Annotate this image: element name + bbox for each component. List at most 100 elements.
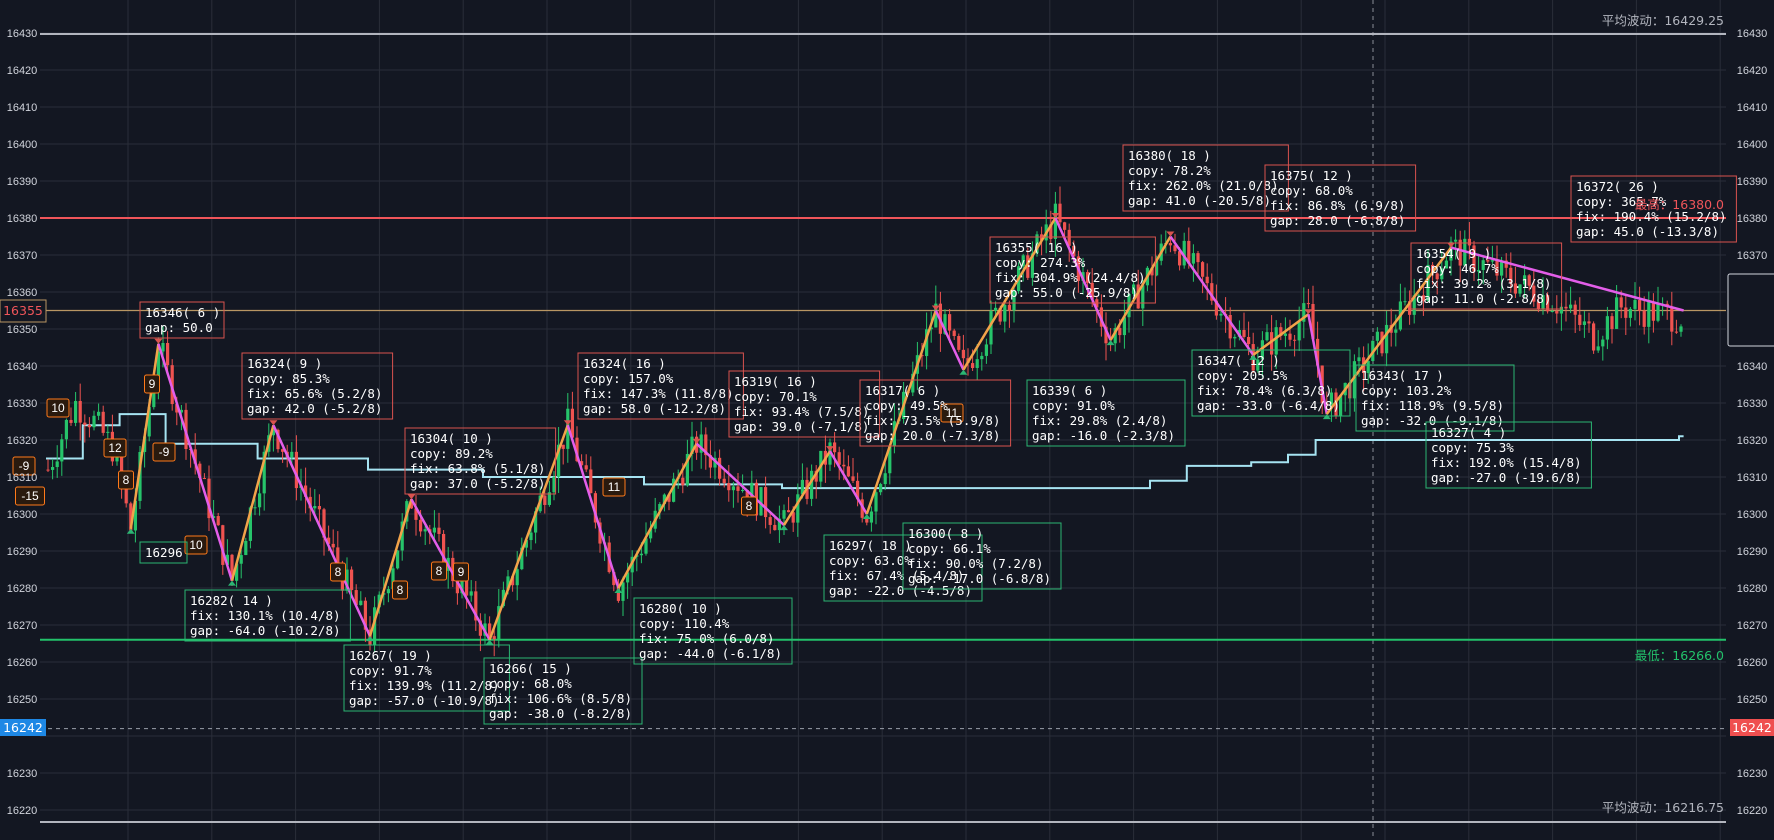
swing-leg-down <box>1450 246 1684 312</box>
swing-annotation-text: copy: 89.2% <box>410 446 493 461</box>
candle-body <box>1472 245 1476 272</box>
candle-body <box>1624 307 1628 318</box>
candle-body <box>1449 241 1453 261</box>
candle-body <box>1431 264 1435 274</box>
candle-body <box>1440 268 1444 280</box>
swing-annotation: 16282( 14 )fix: 130.1% (10.4/8)gap: -64.… <box>184 580 351 642</box>
swing-annotation-text: gap: -38.0 (-8.2/8) <box>489 706 632 721</box>
candle-body <box>1205 276 1209 284</box>
count-badge-label: 12 <box>108 441 122 455</box>
candle-body <box>1596 346 1600 351</box>
swing-annotation: 16280( 10 )copy: 110.4%fix: 75.0% (6.0/8… <box>614 588 793 665</box>
candle-body <box>787 510 791 513</box>
candle-body <box>492 636 496 640</box>
candle-body <box>580 461 584 466</box>
swing-marker <box>485 639 494 645</box>
count-badge-box <box>118 470 134 490</box>
swing-annotation-text: 16324( 9 ) <box>247 356 322 371</box>
candle-body <box>998 307 1002 322</box>
swing-marker <box>862 514 871 519</box>
swing-annotation-text: fix: 29.8% (2.4/8) <box>1032 413 1167 428</box>
count-badge-label: -9 <box>159 445 170 459</box>
candle-body <box>842 464 846 467</box>
candle-body <box>1302 303 1306 322</box>
swing-annotation-box <box>1355 364 1515 432</box>
candle-body <box>736 486 740 491</box>
count-badge-box <box>144 374 160 394</box>
candle-body <box>460 580 464 594</box>
count-badge-box <box>392 580 408 600</box>
candle-body <box>1541 295 1545 310</box>
swing-annotation-box <box>902 522 1062 590</box>
candle-body <box>1173 245 1177 252</box>
swing-annotation-text: copy: 63.0% <box>829 553 912 568</box>
y-tick-left: 16290 <box>7 546 38 558</box>
candle-body <box>55 461 59 468</box>
candle-body <box>101 411 105 433</box>
swing-annotation-text: copy: 46.7% <box>1416 261 1499 276</box>
candle-body <box>1270 332 1274 355</box>
candle-body <box>69 419 73 423</box>
swing-annotation-text: 16343( 17 ) <box>1361 368 1444 383</box>
candle-body <box>1615 297 1619 329</box>
swing-annotation-box <box>1425 421 1592 489</box>
swing-annotation-box <box>139 541 188 564</box>
candle-body <box>350 569 354 591</box>
swing-annotation-text: gap: 45.0 (-13.3/8) <box>1576 224 1719 239</box>
swing-annotation-text: gap: 37.0 (-5.2/8) <box>410 476 545 491</box>
swing-annotation-text: 16319( 16 ) <box>734 374 817 389</box>
swing-annotation-text: gap: 50.0 <box>145 320 213 335</box>
candle-body <box>506 576 510 590</box>
candle-body <box>74 400 78 423</box>
reference-price-tag-box <box>0 299 47 323</box>
swing-marker <box>366 636 374 642</box>
swing-annotation-text: fix: 75.0% (6.0/8) <box>639 631 774 646</box>
y-tick-right: 16320 <box>1737 435 1768 447</box>
candle-body <box>1408 301 1412 315</box>
candle-body <box>768 517 772 525</box>
swing-annotation-text: fix: 63.8% (5.1/8) <box>410 461 545 476</box>
candle-body <box>258 493 262 508</box>
swing-annotation-box <box>1264 164 1417 232</box>
swing-annotation-box <box>483 657 643 725</box>
swing-annotation-box <box>1570 175 1737 243</box>
swing-annotation: 16355( 16 )copy: 274.3%fix: 304.9% (24.4… <box>931 236 1156 311</box>
candle-body <box>1007 304 1011 311</box>
candle-body <box>156 351 160 384</box>
candle-body <box>478 620 482 636</box>
candle-body <box>138 451 142 501</box>
count-badge-label: 11 <box>946 406 959 420</box>
candle-body <box>575 437 579 462</box>
candle-body <box>1339 395 1343 417</box>
count-badge-box <box>184 535 208 555</box>
candle-body <box>1642 310 1646 327</box>
candle-body <box>166 343 170 366</box>
candle-body <box>1444 260 1448 269</box>
candle-body <box>764 487 768 518</box>
y-tick-right: 16280 <box>1737 583 1768 595</box>
swing-leg-down <box>1054 217 1112 341</box>
candle-body <box>1132 284 1136 294</box>
candle-body <box>235 563 239 581</box>
swing-annotation-text: fix: 67.4% (5.4/8) <box>829 568 964 583</box>
candle-body <box>1182 240 1186 266</box>
candle-body <box>1536 301 1540 310</box>
swing-marker <box>563 420 572 426</box>
swing-marker <box>1106 340 1115 346</box>
y-tick-right: 16400 <box>1737 139 1768 151</box>
candle-body <box>1628 308 1632 318</box>
count-badge-box <box>431 561 447 581</box>
candle-body <box>791 512 795 523</box>
candle-body <box>230 554 234 581</box>
average-line-path <box>46 413 1684 490</box>
candle-body <box>304 485 308 497</box>
candle-body <box>888 445 892 474</box>
y-tick-right: 16370 <box>1737 250 1768 262</box>
swing-annotation-text: 16375( 12 ) <box>1270 168 1353 183</box>
candle-body <box>649 528 653 539</box>
y-tick-left: 16350 <box>7 324 38 336</box>
current-price-tag-right: 16242 <box>1732 720 1772 735</box>
candle-body <box>124 484 128 504</box>
candle-body <box>837 452 841 465</box>
count-badge-label: 11 <box>608 480 621 494</box>
